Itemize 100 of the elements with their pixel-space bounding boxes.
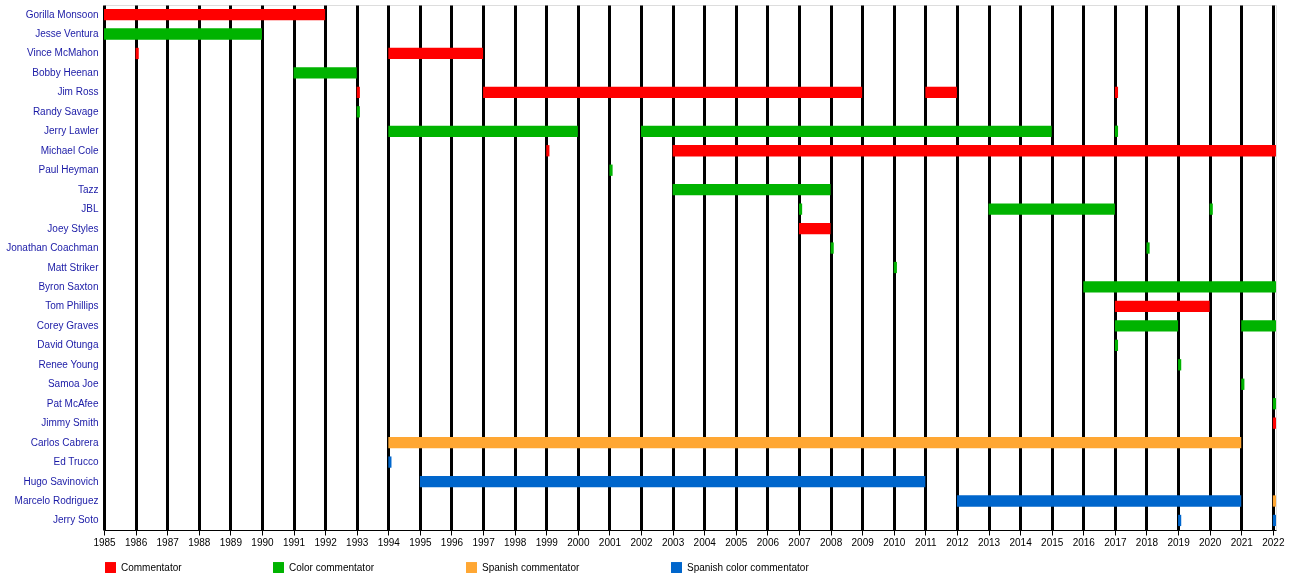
- y-tick-label: Ed Trucco: [53, 456, 99, 468]
- x-tick-label: 2006: [756, 536, 780, 548]
- y-tick-label: Renee Young: [38, 358, 99, 370]
- bar: [893, 261, 897, 274]
- bar: [1272, 417, 1276, 429]
- bar: [1272, 495, 1276, 507]
- x-tick-label: 1995: [409, 536, 432, 548]
- bar: [672, 184, 831, 196]
- x-tick-label: 1992: [314, 536, 338, 548]
- x-tick-label: 1985: [93, 536, 117, 548]
- bar: [388, 436, 1242, 449]
- y-tick-label: Jerry Lawler: [44, 125, 100, 137]
- y-tick-label: Randy Savage: [32, 105, 99, 117]
- x-tick-label: 1997: [472, 536, 496, 548]
- x-tick-label: 2013: [977, 536, 1001, 548]
- x-tick-label: 1999: [535, 536, 559, 548]
- x-tick-label: 2020: [1199, 536, 1222, 548]
- x-tick-label: 2022: [1262, 536, 1285, 548]
- bar: [988, 203, 1115, 215]
- bar: [135, 47, 139, 60]
- bar: [388, 125, 578, 137]
- bar: [388, 47, 484, 60]
- bar: [1178, 359, 1182, 371]
- x-tick-label: 2018: [1135, 536, 1159, 548]
- x-tick-label: 1989: [219, 536, 243, 548]
- y-tick-label: Michael Cole: [40, 144, 99, 156]
- y-tick-label: Vince McMahon: [26, 47, 99, 59]
- x-tick-label: 2002: [630, 536, 654, 548]
- x-tick-label: 2017: [1104, 536, 1127, 548]
- x-tick-label: 2015: [1041, 536, 1064, 548]
- x-tick-label: 2004: [693, 536, 717, 548]
- bar: [356, 86, 360, 99]
- x-tick-label: 1993: [346, 536, 369, 548]
- x-tick-label: 1994: [377, 536, 401, 548]
- x-tick-label: 2012: [946, 536, 969, 548]
- x-tick-label: 2003: [662, 536, 685, 548]
- bar: [1114, 339, 1119, 351]
- bar: [1114, 300, 1210, 313]
- x-tick-label: 2010: [883, 536, 906, 548]
- bar: [1114, 320, 1179, 332]
- x-tick-label: 2008: [819, 536, 843, 548]
- y-tick-label: Bobby Heenan: [32, 66, 99, 78]
- bar: [388, 456, 392, 468]
- x-tick-label: 1991: [282, 536, 306, 548]
- bar: [798, 203, 803, 215]
- bar: [956, 495, 1242, 507]
- y-tick-label: Samoa Joe: [47, 378, 99, 390]
- x-tick-label: 1998: [504, 536, 527, 548]
- y-tick-label: Joey Styles: [47, 222, 99, 234]
- bar: [798, 222, 831, 235]
- bar: [1114, 86, 1119, 99]
- y-tick-label: Gorilla Monsoon: [25, 8, 99, 20]
- bar: [925, 86, 957, 99]
- bar: [546, 145, 550, 157]
- y-tick-label: Hugo Savinovich: [23, 475, 99, 487]
- bar: [1083, 281, 1276, 293]
- x-tick-label: 1996: [440, 536, 464, 548]
- y-tick-label: Pat McAfee: [46, 397, 99, 409]
- bar: [1114, 125, 1119, 137]
- x-tick-label: 2001: [598, 536, 622, 548]
- y-tick-label: Tazz: [77, 183, 99, 195]
- bar: [1241, 378, 1245, 390]
- y-tick-label: Byron Saxton: [38, 280, 99, 292]
- y-tick-label: Marcelo Rodriguez: [14, 495, 99, 507]
- y-tick-label: Paul Heyman: [38, 164, 99, 176]
- y-tick-label: Jesse Ventura: [35, 27, 99, 39]
- y-tick-label: Tom Phillips: [45, 300, 99, 312]
- x-tick-label: 2014: [1009, 536, 1033, 548]
- x-tick-label: 2009: [851, 536, 875, 548]
- legend-label: Color commentator: [289, 561, 375, 573]
- bar: [1241, 320, 1276, 332]
- bar: [1272, 398, 1276, 410]
- y-tick-label: David Otunga: [37, 339, 99, 351]
- x-tick-label: 2011: [915, 536, 938, 548]
- x-tick-label: 2007: [788, 536, 812, 548]
- x-tick-label: 2016: [1072, 536, 1096, 548]
- y-tick-label: Corey Graves: [36, 319, 99, 331]
- bar: [1178, 514, 1182, 527]
- x-tick-label: 1987: [156, 536, 180, 548]
- y-tick-label: Jerry Soto: [52, 514, 99, 526]
- bar: [483, 86, 863, 99]
- x-tick-label: 2019: [1167, 536, 1191, 548]
- y-tick-label: Jim Ross: [57, 86, 99, 98]
- bar: [672, 145, 1276, 157]
- bar: [830, 242, 834, 254]
- bar: [1272, 514, 1276, 527]
- y-tick-label: JBL: [81, 203, 99, 215]
- bar: [104, 8, 326, 21]
- y-tick-label: Matt Striker: [47, 261, 100, 273]
- legend-label: Spanish commentator: [482, 561, 580, 573]
- x-tick-label: 1988: [188, 536, 211, 548]
- bar: [293, 67, 357, 79]
- bar: [104, 28, 262, 40]
- bar: [1146, 242, 1150, 254]
- legend-label: Commentator: [121, 561, 183, 573]
- y-tick-label: Carlos Cabrera: [30, 436, 99, 448]
- x-tick-label: 1990: [251, 536, 275, 548]
- y-tick-label: Jimmy Smith: [41, 417, 99, 429]
- bar: [419, 475, 926, 488]
- bar: [641, 125, 1052, 137]
